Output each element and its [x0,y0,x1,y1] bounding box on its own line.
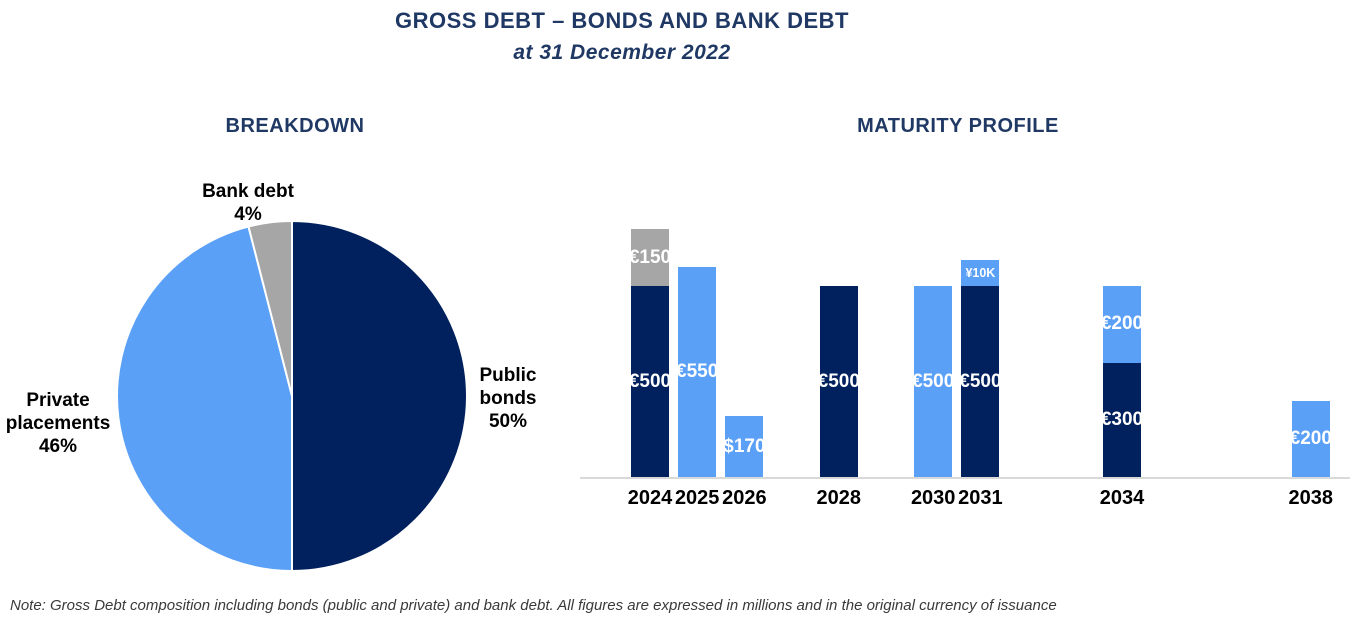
bar-2031: €500 ¥10K [959,259,1002,477]
bar-value-label: €500 [959,370,1002,392]
bar-segment-2026-$170: $170 [723,416,766,477]
bar-2025: €550 [676,267,719,477]
bar-value-label: €550 [676,361,719,383]
bar-2030: €500 [912,286,955,477]
bar-value-label: €300 [1100,408,1144,430]
bar-value-label: €500 [912,370,955,392]
bar-value-label: €200 [1289,427,1332,449]
x-axis-label-2026: 2026 [722,487,767,509]
pie-slice-private-placements [116,225,293,572]
x-axis-label-2031: 2031 [958,487,1003,509]
bar-segment-2024-€500: €500 [628,286,672,477]
bar-2026: $170 [723,416,766,477]
bar-segment-2025-€550: €550 [676,267,719,477]
bar-2038: €200 [1289,400,1332,477]
bar-value-label: €150 [628,246,672,268]
breakdown-pie-chart [116,220,468,572]
pie-label-bank-debt-text: Bank debt [202,181,294,202]
bar-2028: €500 [817,286,860,477]
pie-label-private-placements-text: Private placements [5,390,111,434]
pie-label-public-bonds: Public bonds 50% [458,364,558,433]
bar-segment-2034-€200: €200 [1100,286,1144,363]
bar-segment-2031-€500: €500 [959,286,1002,477]
x-axis-label-2025: 2025 [674,487,720,509]
breakdown-chart-heading: BREAKDOWN [225,115,365,137]
page-title-line1: GROSS DEBT – BONDS AND BANK DEBT [395,8,849,33]
x-axis-label-2038: 2038 [1288,487,1334,509]
footnote: Note: Gross Debt composition including b… [10,597,1057,614]
bar-2024: €500 €150 [628,229,672,477]
bar-segment-2024-€150: €150 [628,229,672,287]
pie-slice-public-bonds [291,220,468,572]
bar-value-label: €200 [1100,313,1144,335]
x-axis-label-2024: 2024 [627,487,673,509]
bar-segment-2038-€200: €200 [1289,400,1332,477]
bar-value-label: €500 [817,370,860,392]
bar-segment-2030-€500: €500 [912,286,955,477]
pie-label-bank-debt-pct: 4% [234,204,262,225]
pie-label-private-placements-pct: 46% [38,436,78,457]
page-title-subtitle: at 31 December 2022 [513,41,731,64]
maturity-chart-heading: MATURITY PROFILE [857,115,1059,137]
pie-label-private-placements: Private placements 46% [0,389,116,458]
bar-value-label: ¥10K [965,265,996,280]
bar-2034: €300 €200 [1100,286,1144,477]
pie-label-public-bonds-text: Public bonds [479,365,537,409]
bar-segment-2028-€500: €500 [817,286,860,477]
x-axis-label-2030: 2030 [910,487,956,509]
pie-label-public-bonds-pct: 50% [488,411,528,432]
page-title: GROSS DEBT – BONDS AND BANK DEBT at 31 D… [0,8,1244,65]
x-axis-label-2034: 2034 [1099,487,1145,509]
maturity-bar-chart: €500 €150 2024 €550 2025 $170 2026 €500 2028 €500… [580,159,1350,509]
pie-slice-bank-debt [247,220,293,397]
pie-label-bank-debt: Bank debt 4% [188,180,308,226]
bar-segment-2034-€300: €300 [1100,362,1144,477]
bar-value-label: €500 [628,370,672,392]
bar-segment-2031-¥10K: ¥10K [961,259,1000,287]
bar-value-label: $170 [723,435,766,457]
x-axis-label-2028: 2028 [816,487,862,509]
